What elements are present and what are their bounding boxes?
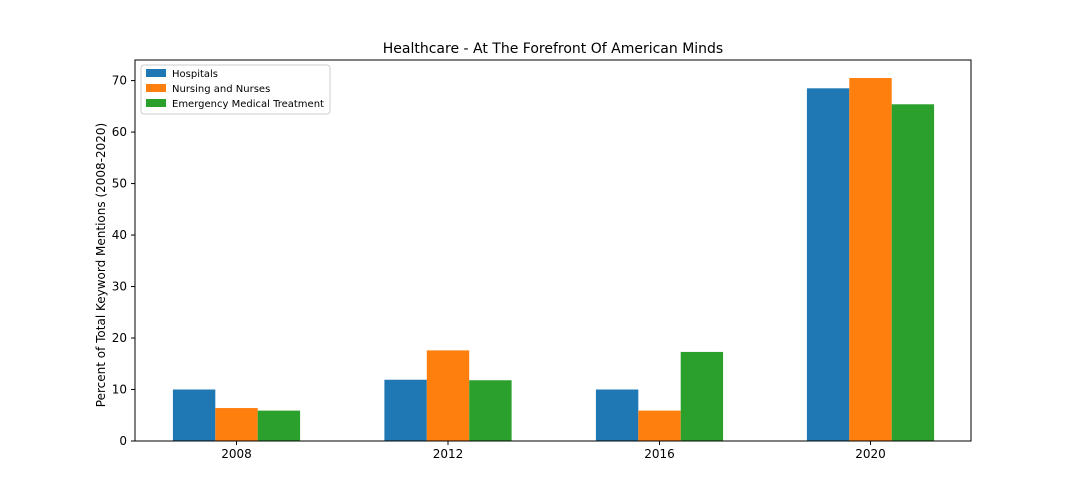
bar-nursing-and-nurses-2008 [215, 408, 258, 441]
y-tick-label: 60 [112, 125, 127, 139]
legend-box [140, 64, 331, 115]
y-tick-label: 0 [119, 434, 127, 448]
bar-nursing-and-nurses-2020 [849, 78, 892, 442]
x-tick-label: 2008 [221, 447, 252, 461]
legend-label: Emergency Medical Treatment [172, 99, 324, 110]
x-tick-label: 2012 [433, 447, 464, 461]
bar-nursing-and-nurses-2016 [638, 410, 681, 441]
chart-title: Healthcare - At The Forefront Of America… [383, 41, 723, 57]
bar-hospitals-2020 [806, 88, 850, 441]
y-tick-label: 10 [112, 383, 127, 397]
bar-emergency-medical-treatment-2016 [680, 351, 724, 441]
y-tick-label: 50 [112, 177, 127, 191]
y-tick-label: 20 [112, 331, 127, 345]
legend-label: Hospitals [172, 69, 218, 80]
bars-group [172, 78, 935, 442]
bar-hospitals-2008 [172, 389, 216, 441]
bar-emergency-medical-treatment-2008 [257, 410, 301, 441]
y-tick-label: 30 [112, 280, 127, 294]
y-tick-label: 70 [112, 74, 127, 88]
bar-nursing-and-nurses-2012 [426, 350, 470, 441]
x-axis-ticks: 2008 2012 2016 2020 [221, 441, 886, 461]
bar-hospitals-2016 [595, 389, 639, 441]
legend-swatch [146, 69, 166, 77]
y-axis-ticks: 0 10 20 30 40 50 60 70 [112, 74, 135, 448]
legend: Hospitals Nursing and Nurses Emergency Med… [140, 64, 331, 115]
bar-emergency-medical-treatment-2020 [891, 104, 935, 441]
x-tick-label: 2020 [855, 447, 886, 461]
y-axis-label: Percent of Total Keyword Mentions (2008-… [94, 123, 108, 407]
y-tick-label: 40 [112, 228, 127, 242]
legend-swatch [146, 99, 166, 107]
legend-swatch [146, 84, 166, 92]
legend-label: Nursing and Nurses [172, 84, 270, 95]
x-tick-label: 2016 [644, 447, 675, 461]
bar-emergency-medical-treatment-2012 [469, 380, 512, 441]
bar-hospitals-2012 [384, 379, 427, 441]
plot-frame [134, 59, 972, 442]
